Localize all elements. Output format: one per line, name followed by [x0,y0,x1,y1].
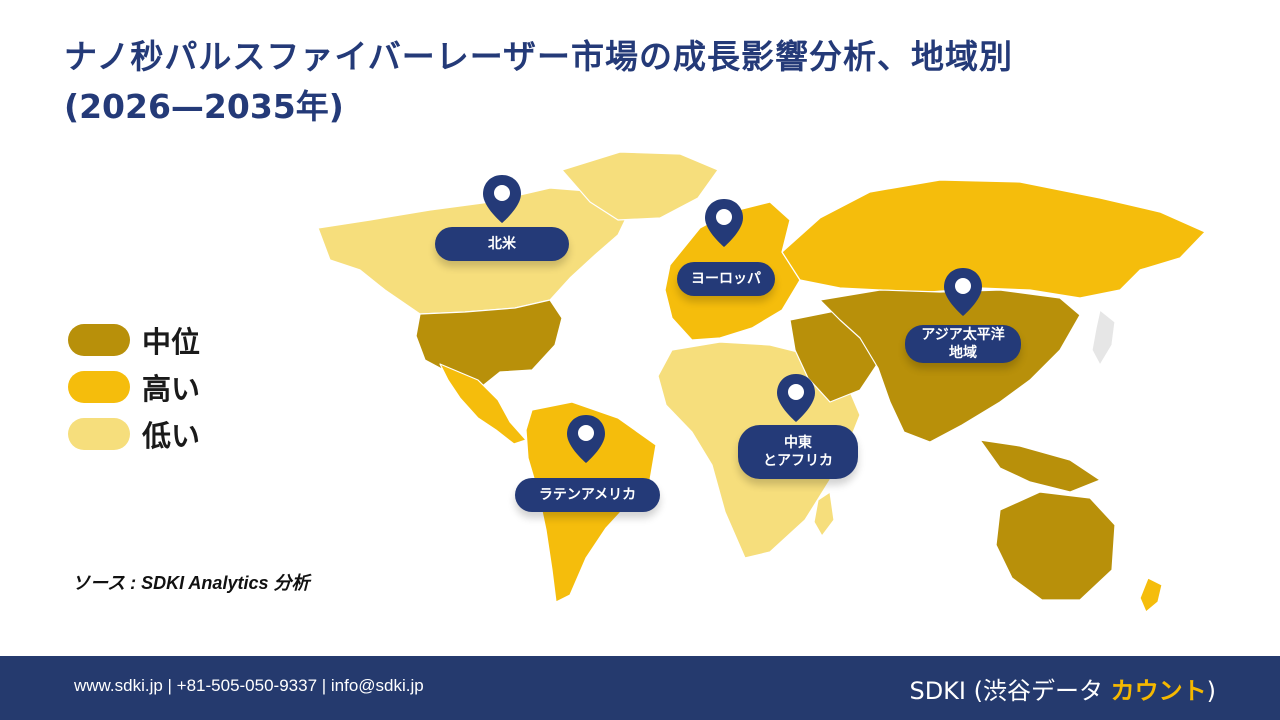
region-label-middle-east-africa[interactable]: 中東 とアフリカ [738,425,858,479]
latin-america-pin-icon [567,415,605,463]
north-america-pin-icon [483,175,521,223]
title-line-2: (2026—2035年) [64,87,344,126]
asia-pacific-pin-icon [944,268,982,316]
brand-prefix: SDKI (渋谷データ [909,677,1111,705]
brand-suffix: ) [1206,677,1216,705]
region-new-zealand [1139,577,1163,613]
region-label-asia-pacific[interactable]: アジア太平洋 地域 [905,325,1021,363]
middle-east-label-line1: 中東 [784,435,812,451]
region-russia [781,179,1206,299]
brand-accent: カウント [1110,677,1207,705]
europe-pin-icon [705,199,743,247]
asia-pacific-label-line1: アジア太平洋 [921,327,1005,343]
legend-item-medium: 中位 [68,316,200,363]
asia-pacific-label-line2: 地域 [949,345,977,361]
page-title: ナノ秒パルスファイバーレーザー市場の成長影響分析、地域別 (2026—2035年… [64,32,1214,132]
source-note: ソース : SDKI Analytics 分析 [72,573,310,593]
middle-east-pin-icon [777,374,815,422]
region-madagascar [813,491,835,537]
world-map [317,151,1206,613]
region-label-europe[interactable]: ヨーロッパ [677,262,775,296]
north-america-label: 北米 [488,236,516,252]
legend-swatch-low [68,417,130,450]
legend-swatch-medium [68,323,130,356]
footer-bar: www.sdki.jp | +81-505-050-9337 | info@sd… [0,656,1280,720]
region-australia [995,491,1116,601]
footer-brand: SDKI (渋谷データ カウント) [909,671,1216,706]
middle-east-label-line2: とアフリカ [763,453,833,469]
region-label-latin-america[interactable]: ラテンアメリカ [515,478,660,512]
footer-contact: www.sdki.jp | +81-505-050-9337 | info@sd… [74,676,424,695]
legend: 中位 高い 低い [68,316,200,457]
region-mexico [439,363,527,445]
region-usa [415,299,563,389]
legend-label-high: 高い [142,371,201,406]
legend-label-low: 低い [142,418,201,453]
europe-label: ヨーロッパ [691,271,761,287]
region-label-north-america[interactable]: 北米 [435,227,569,261]
latin-america-label: ラテンアメリカ [538,487,637,503]
legend-label-medium: 中位 [142,324,201,359]
legend-item-low: 低い [68,410,200,457]
legend-swatch-high [68,370,130,403]
region-japan [1091,309,1116,366]
region-southeast-asia [979,439,1101,493]
title-line-1: ナノ秒パルスファイバーレーザー市場の成長影響分析、地域別 [64,37,1014,76]
legend-item-high: 高い [68,363,200,410]
region-greenland [561,151,719,221]
